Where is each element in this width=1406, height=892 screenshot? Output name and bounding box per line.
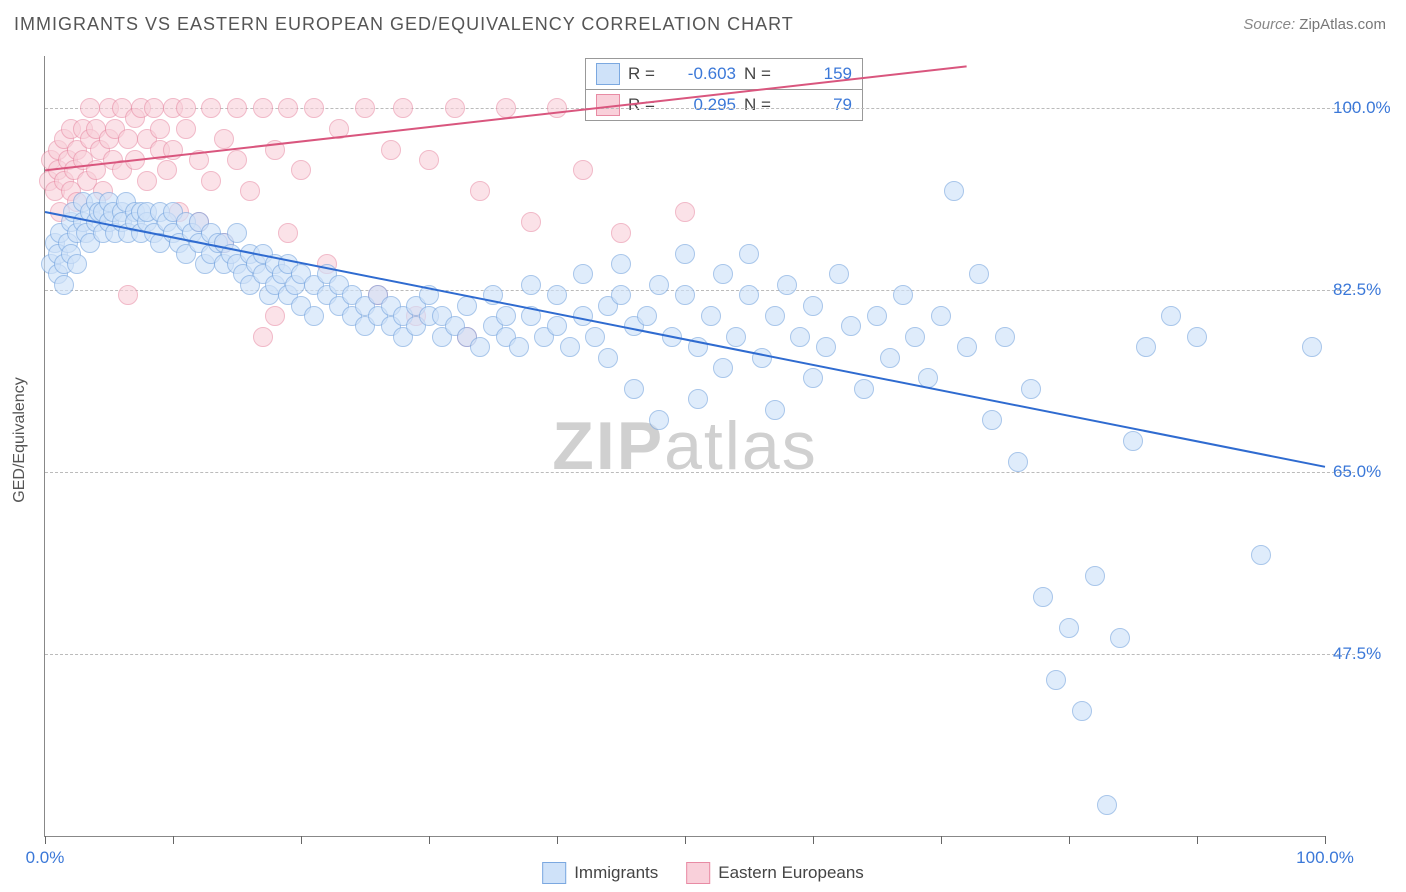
- y-tick-label: 82.5%: [1333, 280, 1403, 300]
- trend-line: [45, 212, 1325, 467]
- source-value: ZipAtlas.com: [1299, 16, 1386, 33]
- x-tick: [173, 836, 174, 844]
- x-tick: [941, 836, 942, 844]
- x-tick: [301, 836, 302, 844]
- legend-label-eastern: Eastern Europeans: [718, 863, 864, 883]
- x-tick: [1069, 836, 1070, 844]
- legend-swatch-immigrants: [542, 862, 566, 884]
- legend-bottom: Immigrants Eastern Europeans: [542, 862, 864, 884]
- x-tick: [813, 836, 814, 844]
- y-axis-label: GED/Equivalency: [11, 377, 29, 502]
- legend-swatch-eastern: [686, 862, 710, 884]
- x-tick: [1197, 836, 1198, 844]
- legend-item-eastern: Eastern Europeans: [686, 862, 864, 884]
- trend-lines: [45, 56, 1325, 836]
- source-attribution: Source: ZipAtlas.com: [1243, 16, 1386, 33]
- legend-label-immigrants: Immigrants: [574, 863, 658, 883]
- x-tick: [429, 836, 430, 844]
- x-tick-label: 100.0%: [1296, 848, 1354, 868]
- scatter-plot-area: ZIPatlas R = -0.603 N = 159 R = 0.295 N …: [44, 56, 1325, 837]
- source-label: Source:: [1243, 16, 1295, 33]
- y-tick-label: 47.5%: [1333, 644, 1403, 664]
- y-tick-label: 65.0%: [1333, 462, 1403, 482]
- chart-title: IMMIGRANTS VS EASTERN EUROPEAN GED/EQUIV…: [14, 14, 794, 35]
- y-tick-label: 100.0%: [1333, 98, 1403, 118]
- x-tick: [685, 836, 686, 844]
- trend-line: [45, 66, 967, 170]
- legend-item-immigrants: Immigrants: [542, 862, 658, 884]
- x-tick-label: 0.0%: [26, 848, 65, 868]
- x-tick: [45, 836, 46, 844]
- x-tick: [1325, 836, 1326, 844]
- x-tick: [557, 836, 558, 844]
